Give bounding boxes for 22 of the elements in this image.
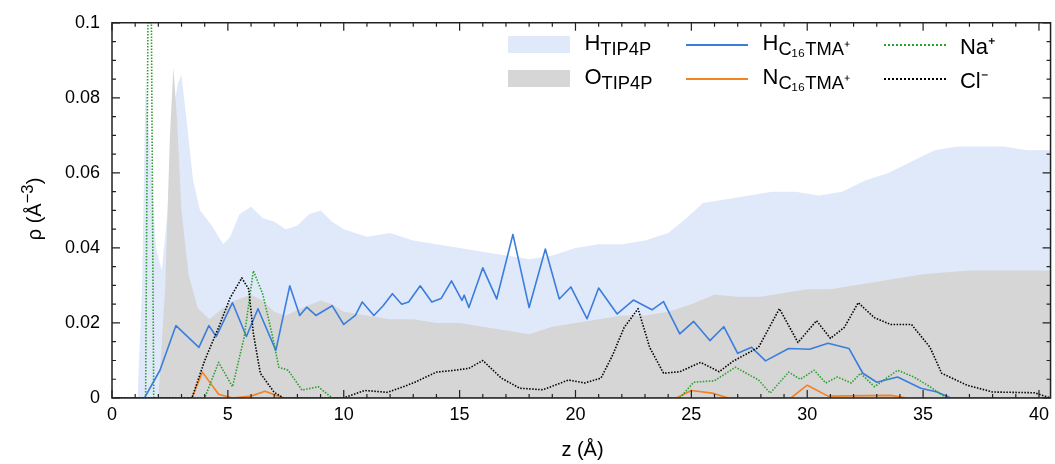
y-tick-label: 0.08 xyxy=(64,86,100,107)
x-axis-title: z (Å) xyxy=(560,438,605,461)
legend-label: Cl⁻ xyxy=(959,67,988,94)
legend-label: N$_{C₁₆TMA⁺}$ xyxy=(762,63,850,95)
x-tick-label: 25 xyxy=(681,403,702,424)
x-tick-label: 40 xyxy=(1028,403,1049,424)
y-tick-label: 0.04 xyxy=(64,236,100,257)
legend-label: H$_{C₁₆TMA⁺}$ xyxy=(762,29,850,61)
y-tick-label: 0.02 xyxy=(64,311,100,332)
x-tick-label: 20 xyxy=(565,403,586,424)
legend-label: O$_{TIP4P}$ xyxy=(584,63,653,95)
y-tick-label: 0 xyxy=(89,386,100,407)
x-tick-label: 30 xyxy=(797,403,818,424)
legend-label: Na⁺ xyxy=(959,33,995,60)
y-tick-label: 0.1 xyxy=(74,11,100,32)
x-tick-label: 0 xyxy=(106,403,118,424)
legend-label: H$_{TIP4P}$ xyxy=(584,29,652,61)
x-tick-label: 15 xyxy=(449,403,470,424)
x-tick-label: 5 xyxy=(222,403,233,424)
x-tick-label: 10 xyxy=(333,403,354,424)
x-tick-label: 35 xyxy=(913,403,934,424)
y-tick-label: 0.06 xyxy=(64,161,100,182)
